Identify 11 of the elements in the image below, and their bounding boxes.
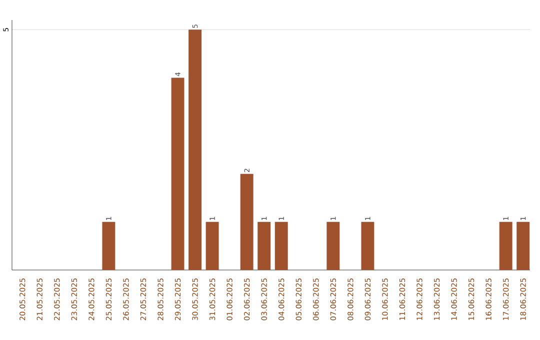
bar <box>516 222 530 270</box>
bar <box>274 222 288 270</box>
bar <box>188 30 202 270</box>
bar <box>206 222 219 270</box>
bar <box>258 222 271 270</box>
bar <box>326 222 340 270</box>
bar <box>499 222 512 270</box>
bar <box>361 222 374 270</box>
bar <box>240 174 254 270</box>
bar <box>171 78 184 270</box>
bar <box>102 222 116 270</box>
